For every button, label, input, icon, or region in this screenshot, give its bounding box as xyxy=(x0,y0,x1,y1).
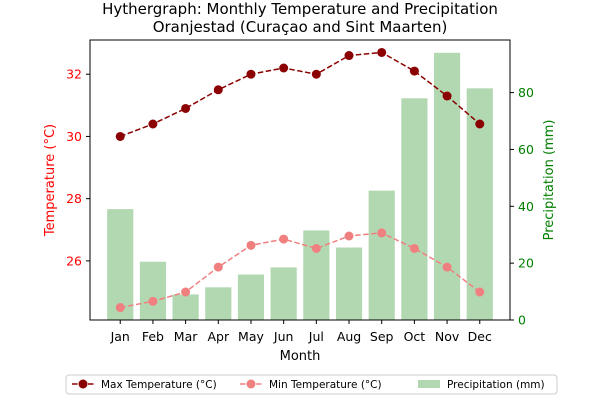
legend-frame xyxy=(65,374,558,395)
x-tick-label: Mar xyxy=(174,329,198,344)
legend-label: Precipitation (mm) xyxy=(447,379,545,391)
x-axis-ticks: Jan Feb Mar Apr May Jun Jul Aug Sep Oct Nov Dec xyxy=(110,320,492,344)
x-tick-label: Oct xyxy=(404,329,426,344)
min-temp-point-apr xyxy=(213,262,223,272)
min-temp-point-jun xyxy=(279,234,289,244)
max-temp-point-jan xyxy=(115,131,125,141)
right-y-axis-label: Precipitation (mm) xyxy=(542,120,557,241)
max-temp-point-feb xyxy=(148,119,158,129)
precip-bar-jul xyxy=(303,230,330,320)
precip-bar-jun xyxy=(270,267,297,320)
legend-label: Max Temperature (°C) xyxy=(101,379,217,391)
precipitation-bars xyxy=(107,52,493,321)
plot-frame xyxy=(89,39,511,321)
max-temp-point-aug xyxy=(344,51,354,61)
precip-bar-jan xyxy=(107,209,134,320)
x-tick-label: Jun xyxy=(273,329,294,344)
precip-bar-oct xyxy=(401,98,428,320)
left-tick-label: 26 xyxy=(66,253,82,268)
left-tick-label: 28 xyxy=(66,191,82,206)
precip-bar-feb xyxy=(139,261,166,320)
precip-bar-may xyxy=(237,274,265,320)
x-axis-label: Month xyxy=(280,349,321,364)
max-temp-point-may xyxy=(246,69,256,79)
right-axis-ticks: 0 20 40 60 80 xyxy=(510,85,534,328)
max-temp-point-oct xyxy=(409,66,419,76)
right-tick-label: 20 xyxy=(518,256,534,271)
min-temp-point-dec xyxy=(475,287,485,297)
legend-min-marker xyxy=(246,379,256,389)
min-temp-point-feb xyxy=(148,296,158,306)
left-y-axis-label: Temperature (°C) xyxy=(43,124,58,237)
x-tick-label: May xyxy=(238,329,264,344)
legend-label: Min Temperature (°C) xyxy=(269,379,382,391)
max-temp-point-dec xyxy=(475,119,485,129)
min-temp-point-mar xyxy=(181,287,191,297)
legend: Max Temperature (°C) Min Temperature (°C)… xyxy=(65,374,558,395)
precip-bar-mar xyxy=(172,294,199,320)
x-tick-label: Nov xyxy=(435,329,460,344)
min-temp-point-aug xyxy=(344,231,354,241)
chart-title: Hythergraph: Monthly Temperature and Pre… xyxy=(102,0,498,18)
min-temp-line xyxy=(120,232,481,309)
left-axis-ticks: 26 28 30 32 xyxy=(66,67,90,268)
min-temp-point-may xyxy=(246,240,256,250)
max-temp-point-jun xyxy=(279,63,289,73)
precip-bar-apr xyxy=(205,287,232,320)
max-temp-point-sep xyxy=(377,47,387,57)
right-tick-label: 0 xyxy=(518,313,526,328)
legend-precip-swatch xyxy=(418,380,440,388)
right-tick-label: 80 xyxy=(518,85,534,100)
right-tick-label: 40 xyxy=(518,199,534,214)
left-tick-label: 30 xyxy=(66,129,82,144)
max-temp-point-apr xyxy=(213,85,223,95)
min-temp-point-nov xyxy=(442,262,452,272)
right-tick-label: 60 xyxy=(518,142,534,157)
chart-subtitle: Oranjestad (Curaçao and Sint Maarten) xyxy=(153,18,448,36)
max-temp-line xyxy=(119,51,481,138)
temperature-lines xyxy=(115,47,485,313)
precip-bar-aug xyxy=(335,247,363,320)
x-tick-label: Feb xyxy=(142,329,164,344)
legend-max-marker xyxy=(78,379,88,389)
x-tick-label: Sep xyxy=(370,329,394,344)
min-temp-point-jan xyxy=(115,303,125,313)
max-temp-point-jul xyxy=(311,69,321,79)
max-temp-point-mar xyxy=(181,103,191,113)
x-tick-label: Jan xyxy=(110,329,130,344)
min-temp-point-oct xyxy=(409,243,419,253)
left-tick-label: 32 xyxy=(66,67,82,82)
min-temp-point-jul xyxy=(311,243,321,253)
min-temp-point-sep xyxy=(377,228,387,238)
x-tick-label: Jul xyxy=(308,329,324,344)
precip-bar-sep xyxy=(368,190,395,320)
x-tick-label: Dec xyxy=(468,329,492,344)
x-tick-label: Apr xyxy=(207,329,229,344)
max-temp-point-nov xyxy=(442,91,452,101)
x-tick-label: Aug xyxy=(337,329,361,344)
